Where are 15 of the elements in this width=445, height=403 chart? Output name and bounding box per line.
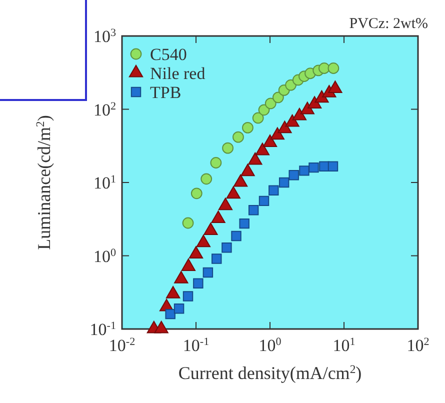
- y-tick-label: 10$^{1}$: [93, 174, 116, 192]
- y-tick-label: 10$^{3}$: [93, 27, 116, 46]
- y-tick-label: 10$^{-1}$: [90, 320, 116, 339]
- y-tick-label: 10$^{0}$: [93, 246, 116, 266]
- x-tick-label: 10$^{0}$: [258, 336, 282, 355]
- x-tick-label: 10$^{-1}$: [182, 336, 210, 355]
- x-tick-label: 10$^{1}$: [332, 336, 356, 355]
- x-axis-title: Current density(mA/cm$^{2}$): [178, 362, 362, 383]
- x-tick-label: 10$^{2}$: [406, 336, 430, 355]
- text: PVCz: 2wt%: [349, 16, 428, 32]
- legend-label: C540: [150, 45, 187, 64]
- x-tick-label: 10$^{-2}$: [108, 336, 136, 355]
- legend-label: TPB: [150, 83, 182, 102]
- y-tick-label: 10$^{2}$: [93, 100, 116, 120]
- legend-label: Nile red: [150, 64, 206, 83]
